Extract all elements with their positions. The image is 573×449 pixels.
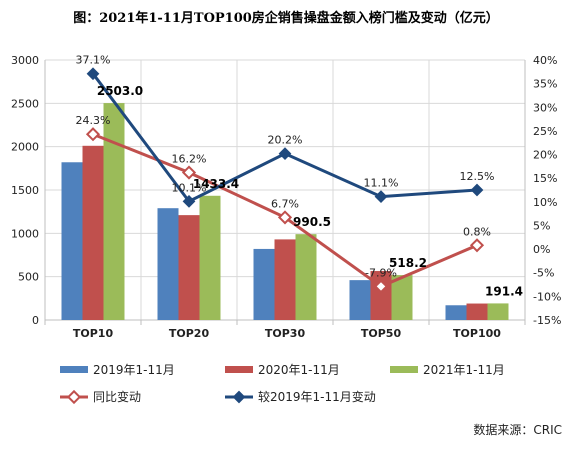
bar-value-label: 191.4: [485, 284, 523, 298]
labels: 2503.0 1433.4 990.5 518.2 191.4 24.3% 16.2% 6.7…: [76, 54, 523, 299]
y-right-tick-label: 10%: [533, 196, 557, 209]
series-marker: [470, 183, 484, 197]
legend-marker: [66, 389, 82, 405]
bar: [157, 208, 179, 320]
x-tick-label: TOP10: [73, 327, 114, 340]
bars: [61, 103, 509, 320]
y-right-tick-label: -5%: [533, 267, 554, 280]
series-marker: [373, 279, 389, 294]
series-marker: [374, 190, 388, 203]
legend-swatch: [390, 366, 418, 373]
legend-label: 2020年1-11月: [258, 363, 340, 377]
line-value-label: 10.1%: [172, 181, 207, 194]
y-right-tick-label: 30%: [533, 101, 557, 114]
bar: [178, 215, 200, 320]
bar-value-label: 990.5: [293, 215, 331, 229]
lines: [85, 67, 485, 294]
bar: [253, 248, 275, 320]
bar: [82, 145, 104, 320]
series-marker: [181, 165, 197, 180]
series-marker: [182, 194, 196, 208]
y-left-tick-label: 1000: [11, 227, 39, 240]
legend-label: 2019年1-11月: [93, 363, 175, 377]
line-value-label: 12.5%: [460, 170, 495, 183]
bar-value-label: 1433.4: [193, 177, 239, 191]
series-marker: [469, 238, 485, 253]
y-left-tick-label: 3000: [11, 54, 39, 67]
legend-label: 2021年1-11月: [423, 363, 505, 377]
line-value-label: 6.7%: [271, 197, 299, 210]
y-left-tick-label: 2000: [11, 141, 39, 154]
bar-value-label: 2503.0: [97, 84, 143, 98]
bar: [61, 162, 83, 320]
source-note: 数据来源：CRIC: [473, 422, 562, 437]
bar: [445, 305, 467, 320]
bar-value-label: 518.2: [389, 256, 427, 270]
legend-label: 同比变动: [93, 389, 141, 404]
bar: [199, 195, 221, 320]
legend-swatch: [225, 366, 253, 373]
axes: 0 500 1000 1500 2000 2500 3000 -15% -10% -5% 0% 5% 1…: [11, 54, 561, 340]
legend-marker: [232, 390, 246, 404]
x-tick-label: TOP100: [453, 327, 501, 340]
y-right-tick-label: 25%: [533, 125, 557, 138]
y-right-tick-label: 15%: [533, 172, 557, 185]
y-right-tick-label: -10%: [533, 290, 561, 303]
y-left-tick-label: 500: [18, 271, 39, 284]
bar: [349, 280, 371, 320]
line-value-label: 37.1%: [76, 54, 111, 67]
series-marker: [85, 127, 101, 142]
x-tick-label: TOP30: [265, 327, 306, 340]
line-value-label: 16.2%: [172, 153, 207, 166]
chart-title: 图：2021年1-11月TOP100房企销售操盘金额入榜门槛及变动（亿元）: [73, 10, 499, 26]
series-marker: [278, 147, 292, 160]
legend-label: 较2019年1-11月变动: [258, 389, 376, 404]
y-left-tick-label: 0: [32, 314, 39, 327]
line-value-label: 0.8%: [463, 225, 491, 238]
y-right-tick-label: 35%: [533, 78, 557, 91]
line-value-label: -7.9%: [365, 266, 397, 279]
y-right-tick-label: -15%: [533, 314, 561, 327]
line-value-label: 24.3%: [76, 114, 111, 127]
line-value-label: 11.1%: [364, 177, 399, 190]
y-right-tick-label: 40%: [533, 54, 557, 67]
y-left-tick-label: 2500: [11, 97, 39, 110]
bar: [391, 275, 413, 320]
x-tick-label: TOP20: [169, 327, 210, 340]
y-left-tick-label: 1500: [11, 184, 39, 197]
x-tick-label: TOP50: [361, 327, 402, 340]
bar: [466, 303, 488, 320]
bar: [103, 103, 125, 320]
line-value-label: 20.2%: [268, 134, 303, 147]
bar: [274, 239, 296, 320]
legend-swatch: [60, 366, 88, 373]
series-marker: [277, 210, 293, 225]
y-right-tick-label: 0%: [533, 243, 550, 256]
y-right-tick-label: 20%: [533, 149, 557, 162]
bar: [487, 303, 509, 320]
bar: [295, 234, 317, 320]
y-right-tick-label: 5%: [533, 219, 550, 232]
